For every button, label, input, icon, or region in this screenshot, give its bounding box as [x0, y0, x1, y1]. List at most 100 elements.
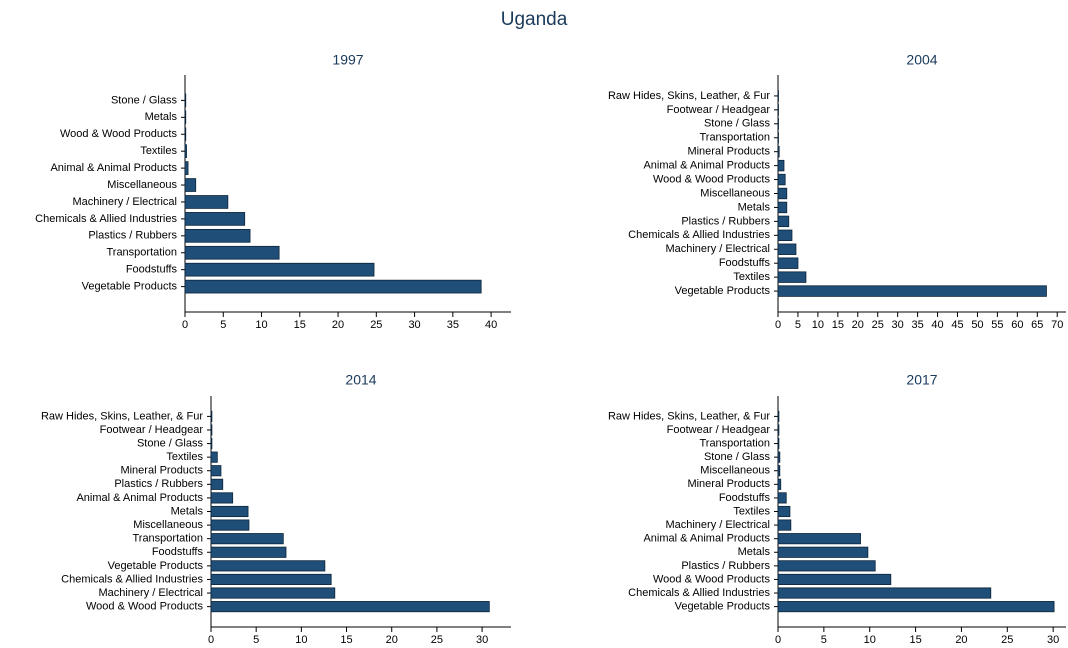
- y-tick-label: Wood & Wood Products: [86, 601, 203, 613]
- x-tick-label: 45: [951, 319, 963, 331]
- bar: [184, 93, 187, 108]
- subplot-title: 1997: [332, 52, 363, 68]
- bar: [777, 492, 787, 504]
- figure-title: Uganda: [501, 9, 568, 30]
- x-tick-label: 65: [1031, 319, 1043, 331]
- x-tick-label: 40: [931, 319, 943, 331]
- bar: [777, 587, 992, 599]
- bar: [777, 451, 781, 463]
- y-tick-label: Chemicals & Allied Industries: [61, 573, 203, 585]
- x-tick-label: 10: [812, 319, 824, 331]
- x-tick-label: 35: [911, 319, 923, 331]
- bar: [184, 212, 246, 226]
- y-tick-label: Metals: [738, 546, 771, 558]
- bar: [184, 144, 187, 159]
- bar: [210, 587, 336, 599]
- y-tick-label: Stone / Glass: [704, 118, 771, 130]
- y-tick-label: Vegetable Products: [108, 560, 204, 572]
- y-tick-label: Machinery / Electrical: [72, 196, 177, 208]
- y-tick-label: Foodstuffs: [719, 492, 771, 504]
- y-tick-label: Raw Hides, Skins, Leather, & Fur: [608, 410, 770, 422]
- y-tick-label: Machinery / Electrical: [665, 519, 770, 531]
- x-tick-label: 10: [295, 634, 307, 646]
- bar: [777, 424, 780, 436]
- bar: [777, 229, 793, 242]
- bar: [777, 145, 780, 158]
- y-tick-label: Chemicals & Allied Industries: [628, 587, 770, 599]
- bar: [184, 279, 482, 294]
- bar: [777, 546, 869, 558]
- bar: [777, 560, 876, 572]
- x-tick-label: 25: [370, 319, 382, 331]
- y-tick-label: Wood & Wood Products: [60, 128, 177, 140]
- y-tick-label: Foodstuffs: [126, 264, 178, 276]
- bar: [777, 104, 779, 116]
- y-tick-label: Metals: [145, 111, 178, 123]
- y-tick-label: Plastics / Rubbers: [114, 478, 203, 490]
- x-tick-label: 5: [253, 634, 259, 646]
- bar: [777, 132, 779, 144]
- bar: [777, 601, 1055, 613]
- bar: [210, 573, 332, 586]
- x-tick-label: 20: [332, 319, 344, 331]
- y-tick-label: Textiles: [733, 271, 770, 283]
- bar: [777, 478, 782, 490]
- x-tick-label: 30: [476, 634, 488, 646]
- y-tick-label: Textiles: [140, 145, 177, 157]
- x-tick-label: 40: [485, 319, 497, 331]
- y-tick-label: Chemicals & Allied Industries: [628, 229, 770, 241]
- y-tick-label: Textiles: [166, 451, 203, 463]
- bar: [777, 90, 779, 102]
- y-tick-label: Foodstuffs: [719, 257, 771, 269]
- subplot-title: 2014: [345, 372, 376, 388]
- x-tick-label: 15: [294, 319, 306, 331]
- y-tick-label: Wood & Wood Products: [653, 573, 770, 585]
- y-tick-label: Mineral Products: [687, 146, 770, 158]
- x-tick-label: 0: [182, 319, 188, 331]
- y-tick-label: Footwear / Headgear: [667, 424, 771, 436]
- y-tick-label: Miscellaneous: [107, 179, 177, 191]
- bar: [777, 410, 780, 422]
- bar: [184, 178, 197, 192]
- x-tick-label: 15: [340, 634, 352, 646]
- bar: [210, 410, 213, 422]
- x-tick-label: 25: [1001, 634, 1013, 646]
- x-tick-label: 60: [1011, 319, 1023, 331]
- bar: [210, 601, 490, 613]
- x-tick-label: 10: [255, 319, 267, 331]
- bar: [777, 201, 788, 214]
- bar: [184, 245, 280, 260]
- x-tick-label: 20: [955, 634, 967, 646]
- y-tick-label: Vegetable Products: [675, 285, 771, 297]
- bar: [210, 505, 249, 518]
- bar: [184, 161, 189, 175]
- bar: [777, 519, 792, 531]
- y-tick-label: Foodstuffs: [152, 546, 204, 558]
- x-tick-label: 0: [208, 634, 214, 646]
- y-tick-label: Plastics / Rubbers: [681, 215, 770, 227]
- y-tick-label: Mineral Products: [687, 478, 770, 490]
- bar: [777, 465, 781, 477]
- y-tick-label: Transportation: [132, 533, 203, 545]
- x-tick-label: 35: [447, 319, 459, 331]
- x-tick-label: 30: [892, 319, 904, 331]
- x-tick-label: 55: [991, 319, 1003, 331]
- x-tick-label: 5: [795, 319, 801, 331]
- x-tick-label: 70: [1051, 319, 1063, 331]
- y-tick-label: Machinery / Electrical: [98, 587, 203, 599]
- y-tick-label: Footwear / Headgear: [100, 424, 204, 436]
- bar: [777, 173, 786, 186]
- x-tick-label: 10: [864, 634, 876, 646]
- x-tick-label: 50: [971, 319, 983, 331]
- y-tick-label: Machinery / Electrical: [665, 243, 770, 255]
- y-tick-label: Transportation: [699, 132, 770, 144]
- y-tick-label: Stone / Glass: [111, 94, 178, 106]
- bar: [210, 478, 224, 490]
- y-tick-label: Vegetable Products: [675, 601, 771, 613]
- y-tick-label: Footwear / Headgear: [667, 104, 771, 116]
- x-tick-label: 15: [909, 634, 921, 646]
- bar: [777, 159, 785, 172]
- bar: [777, 533, 861, 545]
- y-tick-label: Stone / Glass: [704, 451, 771, 463]
